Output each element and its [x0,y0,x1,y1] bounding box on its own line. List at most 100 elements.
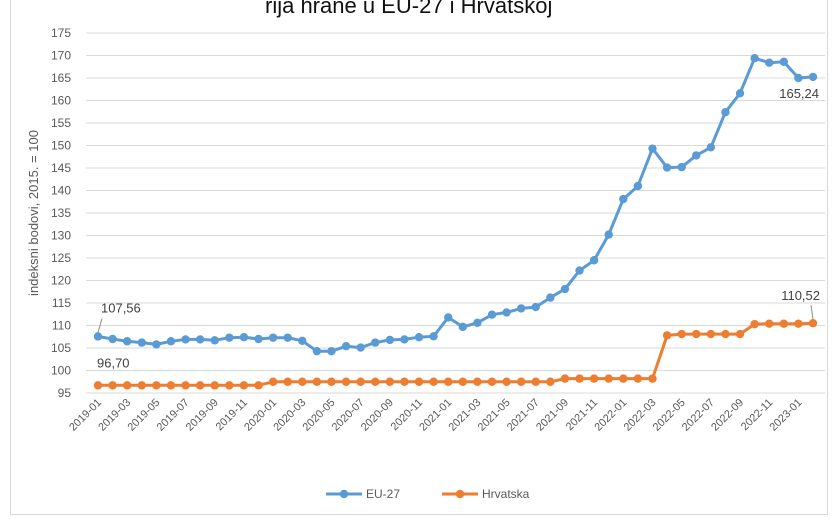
data-point [341,377,351,386]
data-point [122,381,132,390]
data-point [122,337,132,346]
data-point [721,329,730,339]
data-point [195,335,205,344]
legend-marker [339,489,349,499]
data-point [487,310,497,319]
data-point [225,333,234,342]
data-point [662,163,672,172]
y-tick-label: 165 [51,71,71,85]
data-point [268,377,278,386]
annotation-leader [810,305,814,320]
data-point [429,332,438,341]
data-point [546,293,555,302]
data-point [516,377,526,386]
y-tick-label: 95 [58,386,72,400]
data-point [298,336,307,345]
data-label: 96,70 [97,355,130,370]
data-point [648,144,657,153]
y-tick-label: 160 [51,94,71,108]
data-point [589,374,599,383]
data-point [93,381,103,390]
data-point [108,334,117,344]
data-point [239,381,249,390]
line-chart: 175 170 165 160 155 150 145 140 135 130 125 120 115 1… [26,26,825,501]
data-point [371,377,380,386]
y-tick-label: 105 [51,341,71,355]
data-point [706,329,716,339]
y-tick-label: 100 [51,364,71,378]
x-tick-label: 2023-01 [767,397,804,434]
data-point [400,377,409,386]
data-point [137,338,146,347]
data-point [721,108,730,117]
data-point [604,230,613,239]
chart-area: 175 170 165 160 155 150 145 140 135 130 125 120 115 1… [10,0,828,515]
x-tick-label: 2021-09 [534,397,571,434]
data-point [298,377,307,386]
data-point [283,377,292,386]
data-point [619,194,628,204]
data-point [604,374,613,383]
y-tick-label: 130 [51,229,71,243]
data-point [779,319,789,328]
data-point [137,381,146,390]
data-point [327,377,336,386]
data-point [531,377,540,386]
x-tick-label: 2019-09 [184,397,221,434]
data-point [93,332,103,341]
data-point [444,313,453,322]
y-tick-label: 170 [51,49,71,63]
data-point [166,381,176,390]
x-tick-label: 2022-09 [709,397,746,434]
data-point [692,151,701,160]
data-point [195,381,205,390]
data-point [371,338,380,347]
data-point [268,333,278,342]
data-point [575,266,584,275]
data-label: 107,56 [101,300,141,315]
data-point [560,284,570,294]
y-tick-label: 135 [51,206,71,220]
data-point [444,377,453,386]
data-point [633,374,643,383]
data-point [254,381,263,390]
data-point [400,335,409,344]
data-point [327,346,336,356]
data-point [735,89,745,98]
data-point [473,377,482,386]
data-point [662,331,672,340]
data-point [692,329,701,339]
legend-label: Hrvatska [482,487,530,501]
series-line-eu27 [97,56,814,353]
data-point [152,381,161,390]
data-point [502,377,511,386]
y-tick-label: 115 [52,296,71,310]
data-point [560,374,570,383]
data-point [385,335,395,345]
data-point [808,72,818,82]
data-point [210,336,219,345]
annotation-leader [97,318,103,333]
data-point [414,333,424,342]
data-point [765,58,774,67]
data-point [546,377,555,386]
data-point [779,57,789,66]
data-point [283,333,292,342]
x-tick-label: 2020-09 [359,397,396,434]
data-point [750,54,759,63]
data-point [210,381,219,390]
data-point [239,333,249,342]
data-point [677,162,686,172]
data-point [225,381,234,390]
data-point [152,340,161,349]
data-point [356,377,365,386]
data-point [794,319,803,328]
data-point [429,377,438,386]
data-point [108,381,117,390]
data-point [750,319,759,329]
legend-label: EU-27 [366,487,400,501]
data-point [648,374,657,383]
data-point [619,374,628,383]
data-point [516,304,526,313]
data-point [356,343,365,352]
